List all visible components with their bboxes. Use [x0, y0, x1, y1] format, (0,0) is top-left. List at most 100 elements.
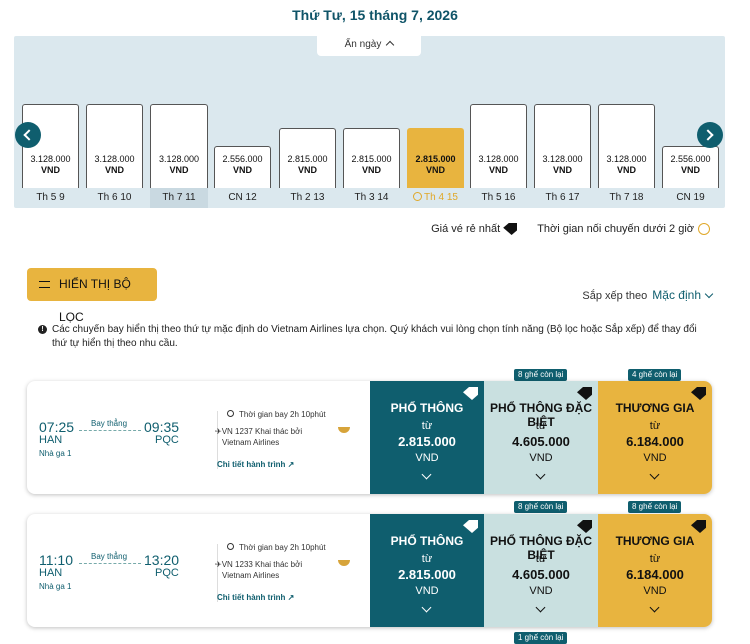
chevron-down-icon	[421, 469, 432, 480]
day-currency: VND	[104, 165, 124, 175]
date-calendar-strip: Ẩn ngày 3.128.000 VND Th 5 9 3.128.000 VND…	[14, 36, 725, 208]
seats-left-badge: 8 ghế còn lại	[628, 501, 682, 513]
day-label: Th 5 9	[36, 192, 65, 203]
calendar-day[interactable]: 2.556.000 VND CN 19	[662, 36, 719, 208]
fare-currency: VND	[415, 585, 439, 597]
calendar-day[interactable]: 3.128.000 VND Th 7 18	[598, 36, 655, 208]
flight-duration: Thời gian bay 2h 10phút	[239, 410, 326, 419]
day-price: 2.815.000	[415, 154, 456, 164]
calendar-day[interactable]: 3.128.000 VND Th 6 17	[534, 36, 591, 208]
fare-name: PHỔ THÔNG	[390, 401, 464, 415]
day-currency: VND	[232, 165, 252, 175]
page-title: Thứ Tư, 15 tháng 7, 2026	[292, 7, 458, 23]
fare-currency: VND	[529, 452, 553, 464]
chevron-down-icon	[535, 602, 546, 613]
seats-left-badge: 1 ghế còn lại	[514, 632, 568, 644]
calendar-day[interactable]: 2.815.000 VND Th 2 13	[279, 36, 336, 208]
clock-icon	[227, 410, 234, 417]
price-tag-icon	[577, 520, 592, 533]
fare-premium-economy[interactable]: PHỔ THÔNG ĐẶC BIỆT từ 4.605.000 VND	[484, 514, 598, 627]
route-line	[79, 563, 141, 564]
show-filter-button[interactable]: HIỂN THỊ BỘ LỌC	[27, 268, 157, 324]
fare-from: từ	[535, 553, 547, 565]
nonstop-label: Bay thẳng	[91, 419, 128, 428]
fare-name: THƯƠNG GIA	[615, 534, 695, 548]
fare-price: 2.815.000	[398, 434, 456, 449]
flight-number: VN 1233 Khai thác bởi	[221, 560, 303, 569]
day-currency: VND	[425, 165, 445, 175]
price-tag-icon	[463, 520, 478, 533]
arrival-time: 13:20	[144, 552, 180, 568]
sort-label: Sắp xếp theo	[582, 290, 648, 302]
fare-economy[interactable]: PHỔ THÔNG từ 2.815.000 VND	[370, 381, 484, 494]
price-tag-icon	[577, 387, 592, 400]
fare-business[interactable]: THƯƠNG GIA từ 6.184.000 VND	[598, 514, 712, 627]
arrival-airport: PQC	[155, 567, 179, 579]
calendar-day[interactable]: 3.128.000 VND Th 6 10	[86, 36, 143, 208]
chevron-right-icon	[702, 129, 714, 141]
fare-from: từ	[649, 553, 661, 565]
clock-icon	[227, 543, 234, 550]
itinerary-details-link[interactable]: Chi tiết hành trình ↗	[217, 460, 294, 469]
calendar-day[interactable]: 2.556.000 VND CN 12	[214, 36, 271, 208]
price-tag-icon	[503, 223, 518, 235]
show-filter-label: HIỂN THỊ BỘ LỌC	[59, 277, 131, 324]
flight-card: 11:10 HAN Nhà ga 1 Bay thẳng 13:20 PQC T…	[27, 514, 712, 627]
arrival-time: 09:35	[144, 419, 180, 435]
fare-economy[interactable]: PHỔ THÔNG từ 2.815.000 VND	[370, 514, 484, 627]
fare-name: PHỔ THÔNG ĐẶC BIỆT	[490, 401, 592, 429]
price-tag-icon	[691, 520, 706, 533]
departure-terminal: Nhà ga 1	[39, 449, 72, 458]
fare-from: từ	[421, 420, 433, 432]
timer-icon	[698, 223, 710, 235]
hide-days-button[interactable]: Ẩn ngày	[317, 36, 421, 56]
departure-time: 11:10	[39, 552, 73, 568]
departure-time: 07:25	[39, 419, 75, 435]
day-price: 2.556.000	[222, 154, 263, 164]
fare-premium-economy[interactable]: PHỔ THÔNG ĐẶC BIỆT từ 4.605.000 VND	[484, 381, 598, 494]
chevron-down-icon	[649, 469, 660, 480]
fare-business[interactable]: THƯƠNG GIA từ 6.184.000 VND	[598, 381, 712, 494]
itinerary-details-link[interactable]: Chi tiết hành trình ↗	[217, 593, 294, 602]
chevron-down-icon	[649, 602, 660, 613]
calendar-day-selected[interactable]: 2.815.000 VND Th 4 15	[407, 36, 464, 208]
fare-currency: VND	[529, 585, 553, 597]
day-price: 3.128.000	[542, 154, 583, 164]
day-price: 3.128.000	[94, 154, 135, 164]
check-circle-icon	[413, 192, 423, 201]
itinerary-details-label: Chi tiết hành trình	[217, 593, 286, 602]
seats-left-badge: 8 ghế còn lại	[514, 501, 568, 513]
plane-icon: ✈	[215, 427, 222, 436]
nonstop-label: Bay thẳng	[91, 552, 128, 561]
route-line	[79, 430, 141, 431]
legend-cheapest: Giá vé rẻ nhất	[431, 223, 501, 235]
calendar-day[interactable]: 2.815.000 VND Th 3 14	[343, 36, 400, 208]
price-tag-icon	[691, 387, 706, 400]
sort-dropdown[interactable]: Sắp xếp theo Mặc định	[582, 288, 714, 302]
fare-currency: VND	[415, 452, 439, 464]
fare-currency: VND	[643, 452, 667, 464]
fare-from: từ	[649, 420, 661, 432]
day-price: 2.815.000	[287, 154, 328, 164]
itinerary-details-label: Chi tiết hành trình	[217, 460, 286, 469]
chevron-down-icon	[535, 469, 546, 480]
chevron-left-icon	[23, 129, 35, 141]
day-price: 3.128.000	[478, 154, 519, 164]
divider	[217, 544, 218, 602]
day-label: Th 7 18	[609, 192, 644, 203]
flight-card: 07:25 HAN Nhà ga 1 Bay thẳng 09:35 PQC T…	[27, 381, 712, 494]
fare-price: 4.605.000	[512, 567, 570, 582]
fare-from: từ	[421, 553, 433, 565]
airline-logo-icon	[338, 560, 350, 566]
day-currency: VND	[169, 165, 189, 175]
next-dates-button[interactable]	[697, 122, 723, 148]
legend-connection: Thời gian nối chuyến dưới 2 giờ	[537, 223, 694, 235]
calendar-day[interactable]: 3.128.000 VND Th 5 16	[470, 36, 527, 208]
calendar-day[interactable]: 3.128.000 VND Th 7 11	[150, 36, 208, 208]
day-label: Th 2 13	[290, 192, 325, 203]
seats-left-badge: 4 ghế còn lại	[628, 369, 682, 381]
fare-price: 6.184.000	[626, 567, 684, 582]
plane-icon: ✈	[215, 560, 222, 569]
prev-dates-button[interactable]	[15, 122, 41, 148]
day-currency: VND	[361, 165, 381, 175]
